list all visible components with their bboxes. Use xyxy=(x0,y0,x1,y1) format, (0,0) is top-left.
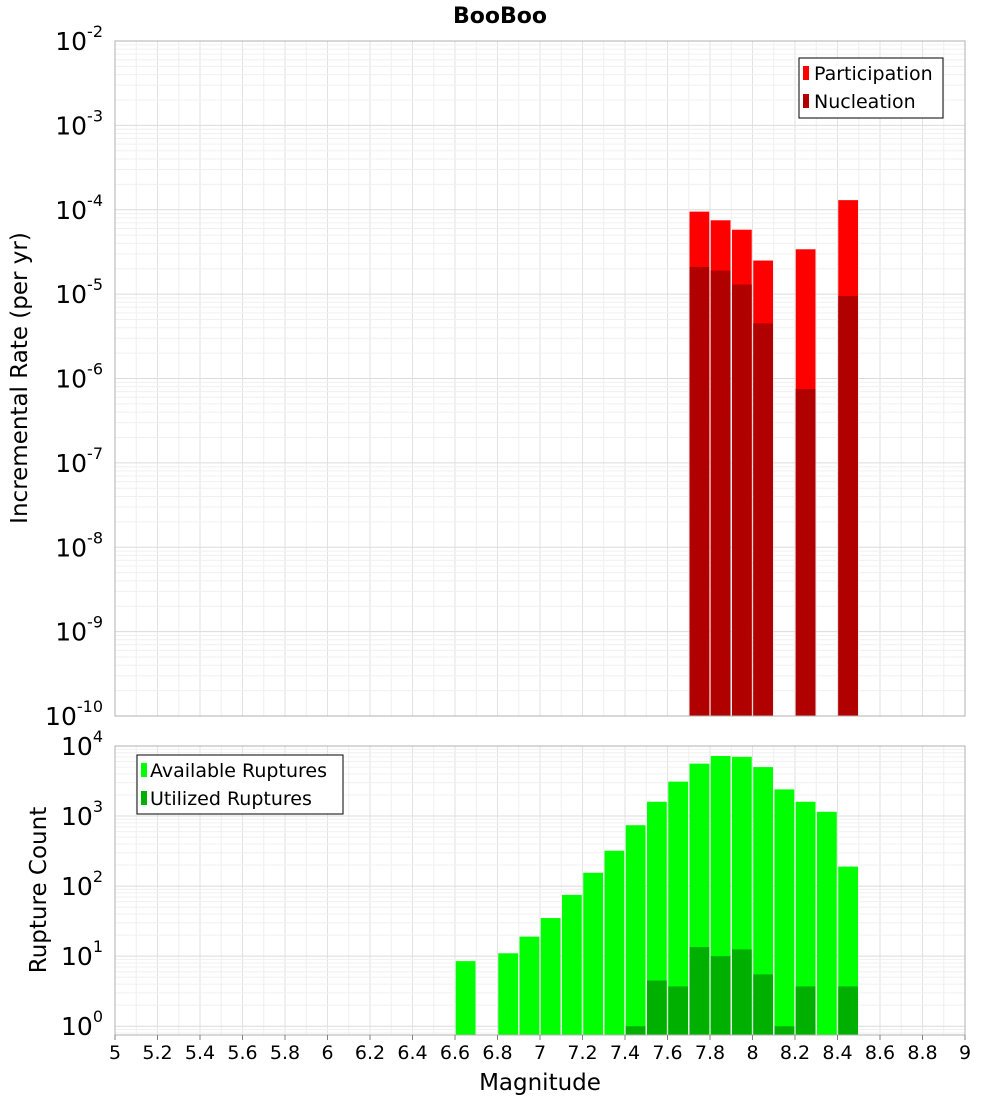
x-tick-label: 7 xyxy=(534,1042,546,1064)
chart-title: BooBoo xyxy=(453,4,547,29)
x-tick-label: 5.8 xyxy=(270,1042,300,1064)
rate-plot-frame xyxy=(114,40,966,717)
x-tick-label: 8 xyxy=(746,1042,758,1064)
count-bar-available-ruptures xyxy=(625,825,646,1035)
count-bar-available-ruptures xyxy=(816,811,837,1035)
count-bar-utilized-ruptures xyxy=(731,949,752,1035)
x-tick-label: 6.8 xyxy=(482,1042,512,1064)
legend-label-participation: Participation xyxy=(814,63,933,85)
rate-bar-nucleation xyxy=(710,270,731,716)
count-bar-available-ruptures xyxy=(519,936,540,1035)
count-bar-utilized-ruptures xyxy=(774,1026,795,1035)
legend-label-nucleation: Nucleation xyxy=(814,91,916,113)
x-tick-label: 8.2 xyxy=(780,1042,810,1064)
x-tick-label: 5.6 xyxy=(227,1042,257,1064)
count-bar-utilized-ruptures xyxy=(646,980,667,1035)
x-tick-label: 8.4 xyxy=(822,1042,852,1064)
rate-y-tick-label: 10-4 xyxy=(55,191,103,225)
count-bar-available-ruptures xyxy=(498,953,519,1035)
rate-bar-nucleation xyxy=(838,296,859,716)
legend-swatch-participation xyxy=(803,66,809,80)
x-tick-label: 5.4 xyxy=(185,1042,215,1064)
count-y-axis-title: Rupture Count xyxy=(26,807,52,973)
count-bar-utilized-ruptures xyxy=(625,1026,646,1035)
count-bar-available-ruptures xyxy=(753,767,774,1035)
count-y-tick-label: 104 xyxy=(61,727,103,761)
x-tick-label: 6 xyxy=(321,1042,333,1064)
x-ticks: 5 5.2 5.4 5.6 5.8 6 6.2 6.4 6.6 6.8 7 7.2 7.4 7.6 7.8 8… xyxy=(109,1035,971,1064)
x-tick-label: 7.8 xyxy=(695,1042,725,1064)
rate-y-tick-label: 10-10 xyxy=(45,697,103,731)
count-bar-utilized-ruptures xyxy=(795,986,816,1035)
x-axis-title: Magnitude xyxy=(479,1070,601,1096)
x-tick-label: 7.4 xyxy=(610,1042,640,1064)
count-bar-available-ruptures xyxy=(540,918,561,1035)
legend-swatch-utilized xyxy=(141,791,147,805)
x-tick-label: 5 xyxy=(109,1042,121,1064)
count-bar-available-ruptures xyxy=(583,872,604,1035)
legend-label-utilized: Utilized Ruptures xyxy=(150,788,312,810)
legend-swatch-available xyxy=(141,763,147,777)
x-tick-label: 8.6 xyxy=(865,1042,895,1064)
count-y-tick-label: 102 xyxy=(61,867,103,901)
count-y-tick-label: 100 xyxy=(61,1007,103,1041)
count-bar-available-ruptures xyxy=(795,801,816,1035)
count-bar-available-ruptures xyxy=(561,894,582,1035)
rate-y-axis-title: Incremental Rate (per yr) xyxy=(7,232,33,524)
count-bar-utilized-ruptures xyxy=(710,956,731,1035)
rate-y-tick-label: 10-8 xyxy=(55,528,103,562)
count-bar-available-ruptures xyxy=(604,850,625,1035)
x-tick-label: 6.4 xyxy=(397,1042,427,1064)
x-tick-label: 8.8 xyxy=(907,1042,937,1064)
legend-label-available: Available Ruptures xyxy=(150,760,327,782)
rate-bar-nucleation xyxy=(753,323,774,716)
rate-bar-nucleation xyxy=(689,266,710,716)
count-legend: Available Ruptures Utilized Ruptures xyxy=(136,754,344,815)
count-bar-utilized-ruptures xyxy=(838,986,859,1035)
count-bar-utilized-ruptures xyxy=(689,947,710,1035)
x-tick-label: 5.2 xyxy=(142,1042,172,1064)
rate-bars xyxy=(689,200,859,717)
rate-bar-nucleation xyxy=(795,389,816,716)
rate-y-tick-label: 10-6 xyxy=(55,360,103,394)
rate-y-tick-label: 10-2 xyxy=(55,22,103,56)
rate-y-tick-label: 10-3 xyxy=(55,106,103,140)
rate-y-tick-label: 10-5 xyxy=(55,275,103,309)
count-bar-utilized-ruptures xyxy=(668,986,689,1035)
x-tick-label: 9 xyxy=(959,1042,971,1064)
count-y-tick-label: 103 xyxy=(61,797,103,831)
count-bars xyxy=(455,755,859,1035)
rate-panel: 10-10 10-9 10-8 10-7 10-6 10-5 10-4 10-3 10-2 In… xyxy=(7,22,966,731)
rate-y-ticks: 10-10 10-9 10-8 10-7 10-6 10-5 10-4 10-3 10-2 xyxy=(45,22,103,731)
count-bar-available-ruptures xyxy=(455,961,476,1035)
rate-bar-nucleation xyxy=(731,284,752,716)
count-bar-available-ruptures xyxy=(668,781,689,1035)
rate-y-tick-label: 10-9 xyxy=(55,613,103,647)
legend-swatch-nucleation xyxy=(803,94,809,108)
x-tick-label: 7.6 xyxy=(652,1042,682,1064)
x-tick-label: 7.2 xyxy=(567,1042,597,1064)
x-tick-label: 6.6 xyxy=(440,1042,470,1064)
rate-grid xyxy=(115,41,965,716)
count-bar-utilized-ruptures xyxy=(753,974,774,1035)
count-y-tick-label: 101 xyxy=(61,937,103,971)
count-bar-available-ruptures xyxy=(646,801,667,1035)
count-y-ticks: 100 101 102 103 104 xyxy=(61,727,103,1041)
x-tick-label: 6.2 xyxy=(355,1042,385,1064)
rate-y-tick-label: 10-7 xyxy=(55,444,103,478)
count-panel: 100 101 102 103 104 5 5.2 5.4 5.6 5.8 6 6.2 6.4 6.6 6… xyxy=(26,727,971,1096)
count-bar-available-ruptures xyxy=(774,789,795,1035)
rate-legend: Participation Nucleation xyxy=(798,57,944,119)
